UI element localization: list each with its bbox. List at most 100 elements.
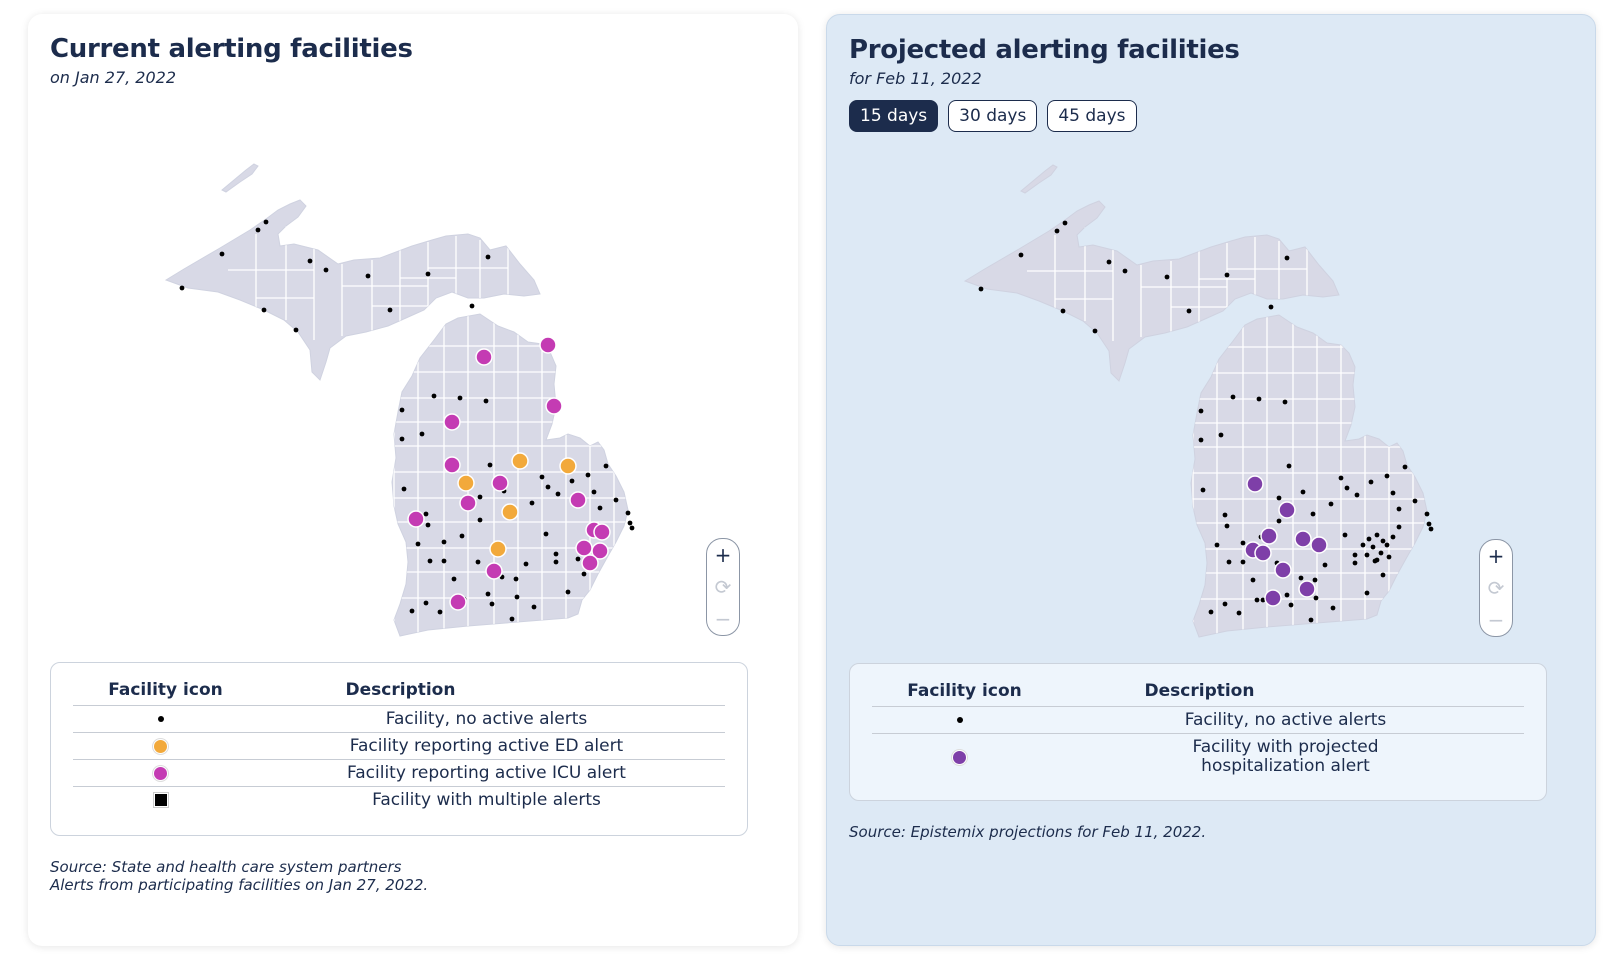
facility-no-alert[interactable] — [1230, 394, 1236, 400]
facility-no-alert[interactable] — [1284, 592, 1290, 598]
facility-no-alert[interactable] — [1390, 490, 1396, 496]
icu-alert-facility[interactable] — [485, 562, 503, 580]
facility-no-alert[interactable] — [565, 589, 571, 595]
projected-michigan-map[interactable] — [827, 15, 1597, 655]
facility-no-alert[interactable] — [483, 398, 489, 404]
facility-no-alert[interactable] — [409, 608, 415, 614]
facility-no-alert[interactable] — [423, 511, 429, 517]
facility-no-alert[interactable] — [487, 462, 493, 468]
facility-no-alert[interactable] — [531, 604, 537, 610]
facility-no-alert[interactable] — [419, 431, 425, 437]
facility-no-alert[interactable] — [1222, 512, 1228, 518]
projected-alert-facility[interactable] — [1260, 527, 1278, 545]
facility-no-alert[interactable] — [629, 525, 635, 531]
facility-no-alert[interactable] — [1198, 408, 1204, 414]
facility-no-alert[interactable] — [255, 227, 261, 233]
facility-no-alert[interactable] — [613, 497, 619, 503]
facility-no-alert[interactable] — [1122, 268, 1128, 274]
facility-no-alert[interactable] — [1338, 475, 1344, 481]
facility-no-alert[interactable] — [1322, 562, 1328, 568]
facility-no-alert[interactable] — [399, 407, 405, 413]
ed-alert-facility[interactable] — [511, 452, 529, 470]
facility-no-alert[interactable] — [1268, 304, 1274, 310]
facility-no-alert[interactable] — [1256, 396, 1262, 402]
facility-no-alert[interactable] — [431, 393, 437, 399]
facility-no-alert[interactable] — [1288, 602, 1294, 608]
facility-no-alert[interactable] — [978, 286, 984, 292]
facility-no-alert[interactable] — [1368, 479, 1374, 485]
facility-no-alert[interactable] — [485, 591, 491, 597]
facility-no-alert[interactable] — [365, 273, 371, 279]
facility-no-alert[interactable] — [591, 489, 597, 495]
facility-no-alert[interactable] — [387, 307, 393, 313]
facility-no-alert[interactable] — [1060, 308, 1066, 314]
facility-no-alert[interactable] — [1366, 536, 1372, 542]
facility-no-alert[interactable] — [1276, 495, 1282, 501]
facility-no-alert[interactable] — [1282, 399, 1288, 405]
facility-no-alert[interactable] — [1310, 511, 1316, 517]
facility-no-alert[interactable] — [1254, 597, 1260, 603]
facility-no-alert[interactable] — [569, 478, 575, 484]
facility-no-alert[interactable] — [1224, 523, 1230, 529]
projected-alert-facility[interactable] — [1254, 544, 1272, 562]
icu-alert-facility[interactable] — [491, 474, 509, 492]
facility-no-alert[interactable] — [1364, 552, 1370, 558]
ed-alert-facility[interactable] — [489, 540, 507, 558]
facility-no-alert[interactable] — [1378, 550, 1384, 556]
facility-no-alert[interactable] — [1284, 255, 1290, 261]
zoom-reset-button[interactable]: ⟳ — [707, 571, 739, 603]
icu-alert-facility[interactable] — [569, 491, 587, 509]
facility-no-alert[interactable] — [1342, 532, 1348, 538]
facility-no-alert[interactable] — [585, 472, 591, 478]
facility-no-alert[interactable] — [625, 510, 631, 516]
icu-alert-facility[interactable] — [539, 336, 557, 354]
facility-no-alert[interactable] — [477, 494, 483, 500]
facility-no-alert[interactable] — [575, 556, 581, 562]
facility-no-alert[interactable] — [1344, 485, 1350, 491]
facility-no-alert[interactable] — [1092, 328, 1098, 334]
facility-no-alert[interactable] — [261, 307, 267, 313]
facility-no-alert[interactable] — [1313, 595, 1319, 601]
icu-alert-facility[interactable] — [407, 510, 425, 528]
facility-no-alert[interactable] — [1390, 534, 1396, 540]
facility-no-alert[interactable] — [1384, 473, 1390, 479]
facility-no-alert[interactable] — [263, 219, 269, 225]
facility-no-alert[interactable] — [1260, 597, 1266, 603]
facility-no-alert[interactable] — [1250, 577, 1256, 583]
icu-alert-facility[interactable] — [575, 539, 593, 557]
facility-no-alert[interactable] — [1426, 521, 1432, 527]
facility-no-alert[interactable] — [477, 517, 483, 523]
facility-no-alert[interactable] — [293, 327, 299, 333]
facility-no-alert[interactable] — [1372, 558, 1378, 564]
facility-no-alert[interactable] — [1412, 498, 1418, 504]
facility-no-alert[interactable] — [441, 558, 447, 564]
facility-no-alert[interactable] — [555, 491, 561, 497]
projected-alert-facility[interactable] — [1294, 530, 1312, 548]
facility-no-alert[interactable] — [489, 601, 495, 607]
facility-no-alert[interactable] — [469, 303, 475, 309]
facility-no-alert[interactable] — [1428, 526, 1434, 532]
ed-alert-facility[interactable] — [457, 474, 475, 492]
facility-no-alert[interactable] — [1276, 518, 1282, 524]
icu-alert-facility[interactable] — [443, 413, 461, 431]
facility-no-alert[interactable] — [179, 285, 185, 291]
facility-no-alert[interactable] — [423, 600, 429, 606]
facility-no-alert[interactable] — [553, 551, 559, 557]
facility-no-alert[interactable] — [1312, 577, 1318, 583]
facility-no-alert[interactable] — [1360, 542, 1366, 548]
projected-alert-facility[interactable] — [1274, 561, 1292, 579]
projected-alert-facility[interactable] — [1278, 501, 1296, 519]
facility-no-alert[interactable] — [1384, 542, 1390, 548]
facility-no-alert[interactable] — [1354, 492, 1360, 498]
facility-no-alert[interactable] — [1106, 259, 1112, 265]
facility-no-alert[interactable] — [401, 486, 407, 492]
facility-no-alert[interactable] — [415, 541, 421, 547]
facility-no-alert[interactable] — [1198, 437, 1204, 443]
facility-no-alert[interactable] — [399, 436, 405, 442]
current-michigan-map[interactable] — [28, 14, 798, 654]
facility-no-alert[interactable] — [597, 505, 603, 511]
facility-no-alert[interactable] — [1370, 544, 1376, 550]
facility-no-alert[interactable] — [219, 251, 225, 257]
tab-15-days[interactable]: 15 days — [849, 100, 939, 132]
tab-30-days[interactable]: 30 days — [948, 100, 1038, 132]
